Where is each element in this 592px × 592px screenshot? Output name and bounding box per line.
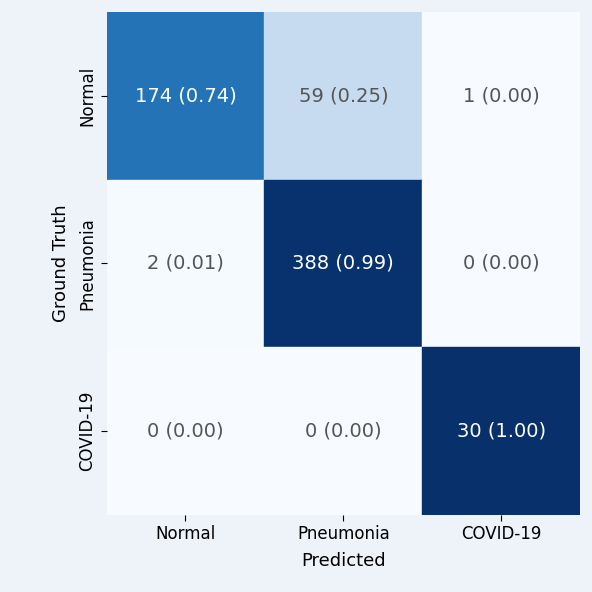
Bar xyxy=(265,348,422,515)
Text: 59 (0.25): 59 (0.25) xyxy=(298,86,388,105)
Bar xyxy=(422,12,580,179)
Text: 174 (0.74): 174 (0.74) xyxy=(134,86,236,105)
Y-axis label: Ground Truth: Ground Truth xyxy=(52,205,70,322)
Bar xyxy=(265,12,422,179)
Bar xyxy=(422,179,580,348)
Text: 0 (0.00): 0 (0.00) xyxy=(147,422,224,440)
Bar xyxy=(107,12,265,179)
Text: 1 (0.00): 1 (0.00) xyxy=(463,86,539,105)
Text: 30 (1.00): 30 (1.00) xyxy=(456,422,546,440)
Bar xyxy=(265,179,422,348)
Text: 388 (0.99): 388 (0.99) xyxy=(292,254,394,273)
Bar xyxy=(107,179,265,348)
Bar xyxy=(107,348,265,515)
Text: 0 (0.00): 0 (0.00) xyxy=(305,422,382,440)
Bar xyxy=(422,348,580,515)
Text: 2 (0.01): 2 (0.01) xyxy=(147,254,224,273)
Text: 0 (0.00): 0 (0.00) xyxy=(463,254,539,273)
X-axis label: Predicted: Predicted xyxy=(301,552,385,570)
